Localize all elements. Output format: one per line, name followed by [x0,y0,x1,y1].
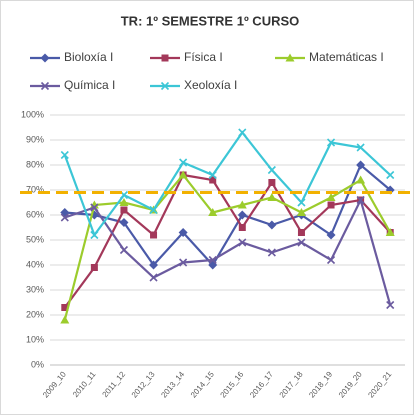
marker [238,128,247,137]
marker [238,238,247,247]
marker [119,218,129,227]
marker [149,273,158,282]
legend-item: Xeoloxía I [150,78,237,92]
y-tick-label: 70% [26,184,44,194]
marker [356,195,365,205]
marker [326,230,336,240]
marker [208,170,217,180]
marker [90,264,98,271]
marker [237,210,247,220]
y-tick-label: 60% [26,209,44,219]
legend-marker [160,81,170,91]
marker [179,158,188,167]
legend-item: Física I [150,50,223,64]
marker [60,315,70,324]
legend-label: Xeoloxía I [184,78,237,92]
marker [326,138,336,147]
legend-label: Matemáticas I [309,50,384,64]
y-tick-label: 100% [21,109,44,119]
marker [297,229,305,236]
marker [120,206,128,214]
marker [150,231,158,239]
marker [356,175,366,184]
marker [267,165,276,175]
legend-marker [161,54,169,62]
marker [119,198,129,206]
marker [297,238,306,247]
y-tick-label: 90% [26,134,44,144]
series-line [63,130,391,238]
legend-marker [40,81,50,91]
legend-item: Matemáticas I [275,50,384,64]
marker [297,198,306,207]
marker [326,255,336,265]
y-tick-label: 40% [26,259,44,269]
y-tick-label: 50% [26,234,44,244]
marker [60,213,69,222]
marker [149,260,159,270]
marker [267,193,277,201]
marker [267,248,276,257]
marker [178,228,188,237]
marker [208,208,218,216]
legend-label: Bioloxía I [64,50,113,64]
marker [61,304,69,311]
legend-label: Física I [184,50,223,64]
y-tick-label: 20% [26,309,44,319]
legend-item: Bioloxía I [30,50,113,64]
marker [149,205,158,215]
marker [356,143,365,152]
marker [267,220,277,230]
marker [385,228,395,236]
chart-title: TR: 1º SEMESTRE 1º CURSO [121,13,300,28]
series-line [64,196,392,306]
marker [237,200,247,209]
marker [208,255,217,265]
marker [90,203,99,212]
marker [296,208,306,216]
marker [119,245,129,255]
marker [386,170,395,180]
marker [178,170,188,179]
marker [356,160,366,170]
marker [90,230,99,240]
marker [327,201,335,209]
marker [268,179,276,186]
legend-marker [285,53,295,62]
legend-item: Química I [30,78,115,92]
y-tick-label: 0% [31,359,44,369]
y-tick-label: 10% [26,334,44,344]
y-tick-label: 30% [26,284,44,294]
marker [179,258,188,267]
legend-label: Química I [64,78,115,92]
marker [60,150,69,160]
marker [209,176,217,184]
marker [326,193,336,201]
marker [386,300,395,310]
marker [89,200,99,209]
marker [238,224,246,231]
y-tick-label: 80% [26,159,44,169]
legend-marker [40,53,50,63]
series-line [63,173,392,309]
